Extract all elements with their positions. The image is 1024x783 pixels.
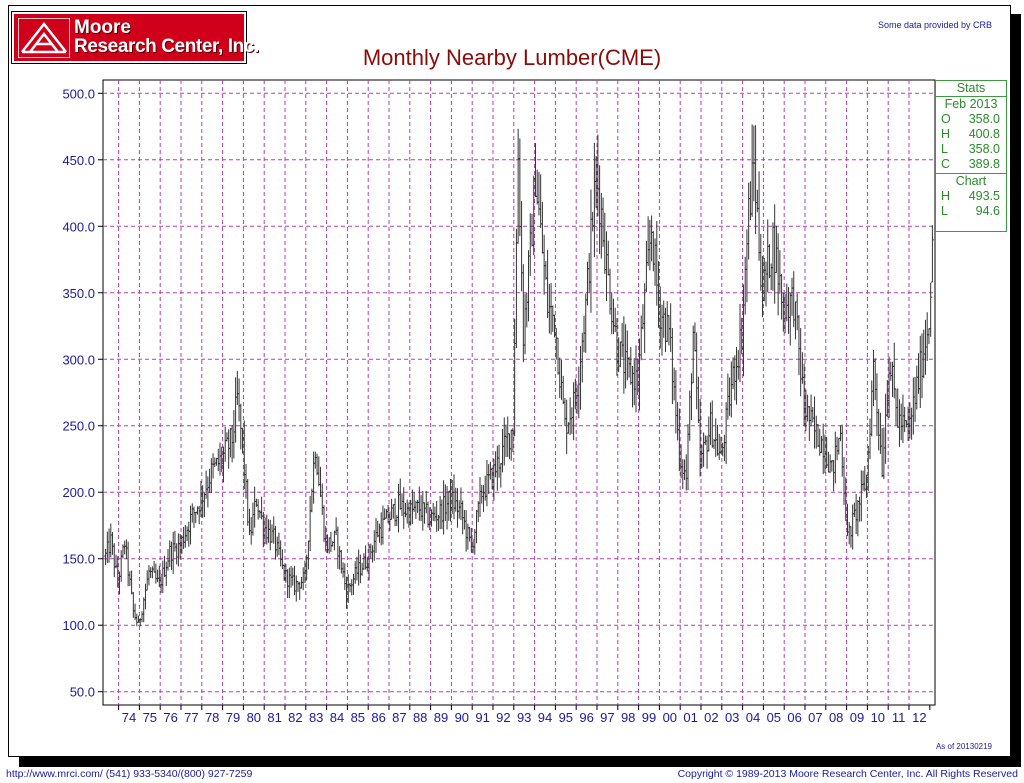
stats-value: 358.0 bbox=[968, 112, 1000, 126]
x-tick-label: 90 bbox=[455, 710, 469, 725]
x-tick-label: 07 bbox=[808, 710, 822, 725]
x-tick-label: 87 bbox=[392, 710, 406, 725]
y-tick-label: 50.0 bbox=[70, 685, 95, 700]
y-tick-label: 350.0 bbox=[62, 286, 95, 301]
x-tick-label: 04 bbox=[746, 710, 760, 725]
y-tick-label: 300.0 bbox=[62, 352, 95, 367]
x-tick-label: 91 bbox=[475, 710, 489, 725]
stats-heading: Stats bbox=[936, 81, 1006, 97]
x-tick-label: 79 bbox=[226, 710, 240, 725]
y-tick-label: 450.0 bbox=[62, 153, 95, 168]
stats-key: L bbox=[941, 204, 948, 218]
as-of-date: As of 20130219 bbox=[935, 742, 992, 751]
x-tick-label: 75 bbox=[143, 710, 157, 725]
logo-text-line2: Research Center, Inc. bbox=[74, 36, 259, 57]
x-tick-label: 81 bbox=[267, 710, 281, 725]
stats-date: Feb 2013 bbox=[944, 97, 998, 111]
logo: Moore Research Center, Inc. bbox=[12, 12, 259, 63]
stats-value: 400.8 bbox=[968, 127, 1000, 141]
stats-key: H bbox=[941, 189, 951, 203]
x-tick-label: 77 bbox=[184, 710, 198, 725]
x-tick-label: 74 bbox=[122, 710, 136, 725]
y-tick-label: 150.0 bbox=[62, 552, 95, 567]
x-tick-label: 89 bbox=[434, 710, 448, 725]
footer-contact: http://www.mrci.com/ (541) 933-5340/(800… bbox=[6, 768, 253, 780]
chart-stats-heading: Chart bbox=[955, 174, 987, 188]
x-tick-label: 12 bbox=[912, 710, 926, 725]
x-tick-label: 05 bbox=[767, 710, 781, 725]
x-tick-label: 83 bbox=[309, 710, 323, 725]
plot-area bbox=[102, 79, 936, 706]
ohlc-bar bbox=[930, 225, 934, 283]
chart-stats-row-high: H 493.5 bbox=[936, 189, 1006, 204]
x-tick-label: 10 bbox=[871, 710, 885, 725]
stats-row-high: H 400.8 bbox=[936, 127, 1006, 142]
x-tick-label: 88 bbox=[413, 710, 427, 725]
chart-stats-row-low: L 94.6 bbox=[936, 204, 1006, 219]
stats-value: 358.0 bbox=[968, 142, 1000, 156]
stats-value: 94.6 bbox=[975, 204, 1000, 218]
x-tick-label: 76 bbox=[163, 710, 177, 725]
x-tick-label: 09 bbox=[850, 710, 864, 725]
stats-panel: Stats Feb 2013 O 358.0 H 400.8 L 358.0 C… bbox=[935, 80, 1007, 232]
ohlc-bar bbox=[929, 282, 933, 337]
stats-row-open: O 358.0 bbox=[936, 112, 1006, 127]
x-tick-label: 86 bbox=[371, 710, 385, 725]
x-tick-label: 11 bbox=[892, 710, 906, 725]
x-tick-label: 80 bbox=[247, 710, 261, 725]
stats-value: 493.5 bbox=[968, 189, 1000, 203]
data-source-note: Some data provided by CRB bbox=[877, 20, 992, 30]
logo-mark-icon bbox=[18, 18, 70, 58]
x-tick-label: 93 bbox=[517, 710, 531, 725]
x-tick-label: 00 bbox=[663, 710, 677, 725]
x-tick-label: 01 bbox=[683, 710, 697, 725]
y-tick-label: 200.0 bbox=[62, 485, 95, 500]
footer-copyright: Copyright © 1989-2013 Moore Research Cen… bbox=[677, 768, 1018, 780]
x-tick-label: 85 bbox=[351, 710, 365, 725]
x-tick-label: 08 bbox=[829, 710, 843, 725]
logo-text-line1: Moore bbox=[74, 17, 131, 38]
stats-divider bbox=[936, 173, 1006, 174]
x-tick-label: 02 bbox=[704, 710, 718, 725]
chart-title: Monthly Nearby Lumber(CME) bbox=[362, 45, 662, 70]
x-tick-label: 78 bbox=[205, 710, 219, 725]
stats-value: 389.8 bbox=[968, 157, 1000, 171]
stats-key: H bbox=[941, 127, 951, 141]
stats-key: L bbox=[941, 142, 948, 156]
y-tick-label: 100.0 bbox=[62, 618, 95, 633]
x-tick-label: 84 bbox=[330, 710, 344, 725]
x-tick-label: 96 bbox=[579, 710, 593, 725]
x-tick-label: 99 bbox=[642, 710, 656, 725]
x-tick-label: 82 bbox=[288, 710, 302, 725]
x-tick-label: 95 bbox=[559, 710, 573, 725]
x-tick-label: 97 bbox=[600, 710, 614, 725]
x-tick-label: 03 bbox=[725, 710, 739, 725]
x-tick-label: 98 bbox=[621, 710, 635, 725]
y-tick-label: 250.0 bbox=[62, 419, 95, 434]
stats-row-low: L 358.0 bbox=[936, 142, 1006, 157]
x-tick-label: 92 bbox=[496, 710, 510, 725]
stats-key: O bbox=[941, 112, 951, 126]
y-tick-label: 500.0 bbox=[62, 86, 95, 101]
x-tick-label: 06 bbox=[787, 710, 801, 725]
stats-key: C bbox=[941, 157, 951, 171]
stats-row-close: C 389.8 bbox=[936, 157, 1006, 172]
y-tick-label: 400.0 bbox=[62, 219, 95, 234]
x-tick-label: 94 bbox=[538, 710, 552, 725]
